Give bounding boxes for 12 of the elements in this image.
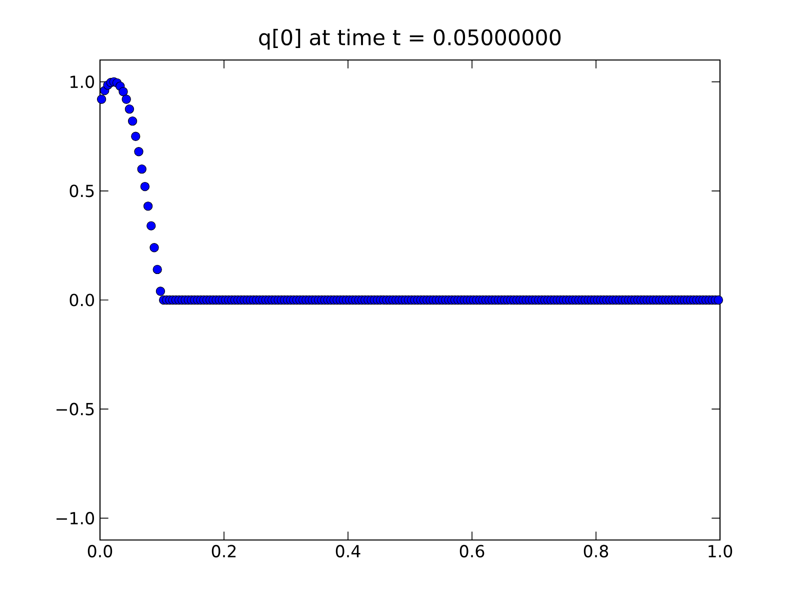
x-tick-label: 1.0 bbox=[708, 544, 732, 558]
y-tick-label: 1.0 bbox=[70, 76, 94, 88]
y-tick-label: −1.0 bbox=[56, 512, 94, 524]
x-tick-label: 0.4 bbox=[336, 544, 360, 558]
y-tick-label: 0.0 bbox=[70, 294, 94, 306]
x-tick-label: 0.2 bbox=[212, 544, 236, 558]
y-tick-label: −0.5 bbox=[56, 402, 94, 416]
x-tick-label: 0.8 bbox=[584, 544, 608, 558]
y-tick-label: 0.5 bbox=[70, 184, 94, 198]
x-tick-label: 0.0 bbox=[88, 544, 112, 558]
chart-title: q[0] at time t = 0.05000000 bbox=[259, 28, 561, 50]
x-tick-label: 0.6 bbox=[460, 544, 484, 558]
